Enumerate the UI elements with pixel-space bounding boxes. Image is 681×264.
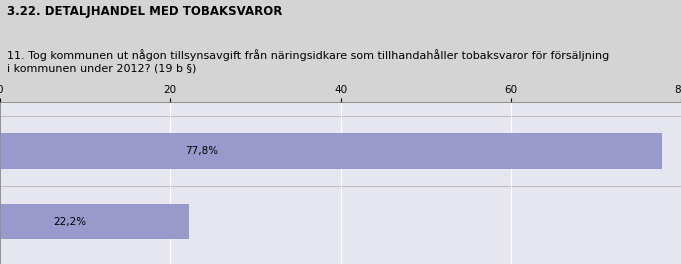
Bar [0, 204, 189, 239]
Text: 77,8%: 77,8% [185, 146, 219, 156]
Text: 3.22. DETALJHANDEL MED TOBAKSVAROR: 3.22. DETALJHANDEL MED TOBAKSVAROR [7, 5, 282, 18]
Text: 22,2%: 22,2% [53, 217, 86, 227]
Text: 11. Tog kommunen ut någon tillsynsavgift från näringsidkare som tillhandahåller : 11. Tog kommunen ut någon tillsynsavgift… [7, 49, 609, 74]
Bar [0, 133, 662, 169]
